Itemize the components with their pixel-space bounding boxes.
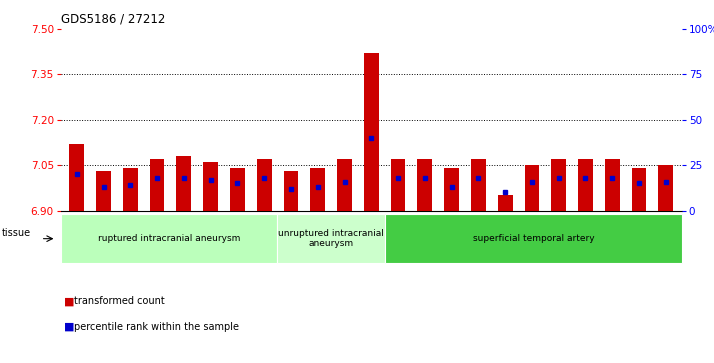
Bar: [658, 165, 673, 211]
Text: ■: ■: [64, 296, 75, 306]
Bar: [176, 156, 191, 211]
Text: percentile rank within the sample: percentile rank within the sample: [74, 322, 239, 332]
Bar: [123, 168, 138, 211]
Bar: [632, 168, 646, 211]
Bar: [444, 168, 459, 211]
Text: transformed count: transformed count: [74, 296, 165, 306]
Text: unruptured intracranial
aneurysm: unruptured intracranial aneurysm: [278, 229, 383, 248]
Text: superficial temporal artery: superficial temporal artery: [473, 234, 594, 243]
Text: ruptured intracranial aneurysm: ruptured intracranial aneurysm: [98, 234, 240, 243]
Bar: [364, 53, 378, 211]
Text: tissue: tissue: [1, 228, 31, 238]
Bar: [525, 165, 539, 211]
Bar: [257, 159, 271, 211]
Bar: [471, 159, 486, 211]
Bar: [605, 159, 620, 211]
Bar: [498, 195, 513, 211]
Bar: [230, 168, 245, 211]
Bar: [311, 168, 325, 211]
Bar: [418, 159, 432, 211]
Bar: [551, 159, 566, 211]
Text: ■: ■: [64, 322, 75, 332]
Bar: [391, 159, 406, 211]
Bar: [150, 159, 164, 211]
Bar: [283, 171, 298, 211]
Bar: [69, 144, 84, 211]
Bar: [96, 171, 111, 211]
Text: GDS5186 / 27212: GDS5186 / 27212: [61, 13, 165, 26]
Bar: [578, 159, 593, 211]
Bar: [337, 159, 352, 211]
Bar: [203, 162, 218, 211]
